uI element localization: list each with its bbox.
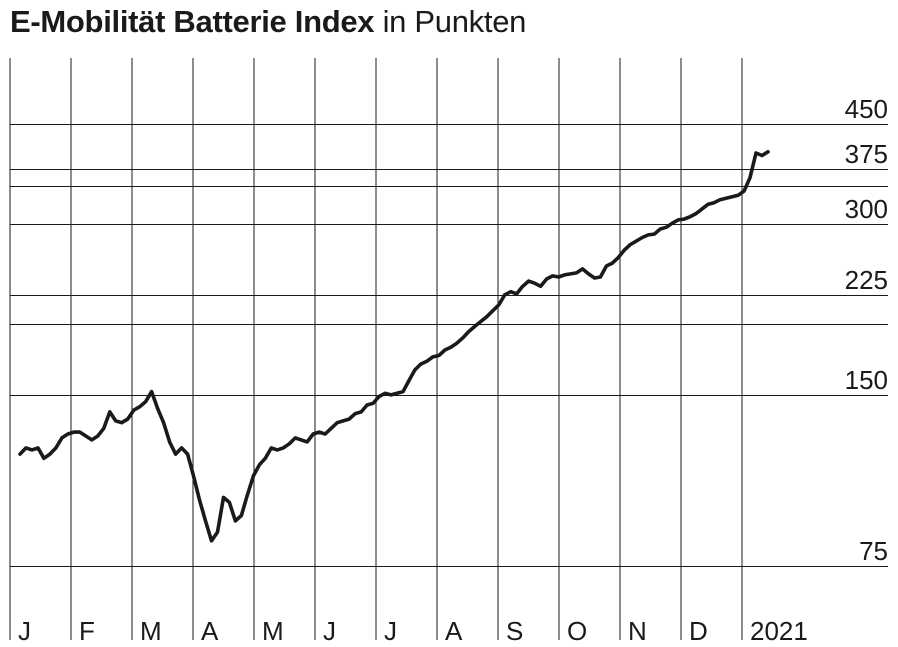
plot-area bbox=[18, 150, 770, 543]
y-tick-label: 300 bbox=[845, 194, 888, 224]
x-tick-label: N bbox=[628, 616, 647, 646]
chart-grid bbox=[9, 58, 888, 640]
x-tick-label: J bbox=[18, 616, 31, 646]
x-tick-label: S bbox=[506, 616, 523, 646]
series-line bbox=[18, 150, 770, 543]
x-axis-ticks: J F M A M J J A S O N D 2021 bbox=[18, 616, 808, 646]
x-tick-label: M bbox=[262, 616, 284, 646]
x-tick-label: M bbox=[140, 616, 162, 646]
x-tick-label: O bbox=[567, 616, 587, 646]
chart-title-main: E-Mobilität Batterie Index bbox=[10, 4, 375, 39]
y-axis-ticks: 75 150 225 300 375 450 bbox=[845, 94, 888, 566]
y-tick-label: 150 bbox=[845, 365, 888, 395]
chart-title: E-Mobilität Batterie Index in Punkten bbox=[10, 2, 526, 42]
x-tick-label: J bbox=[384, 616, 397, 646]
chart-subtitle: in Punkten bbox=[382, 4, 527, 39]
x-tick-label: F bbox=[79, 616, 95, 646]
x-tick-label: 2021 bbox=[750, 616, 808, 646]
x-tick-label: A bbox=[201, 616, 219, 646]
x-tick-label: J bbox=[323, 616, 336, 646]
y-tick-label: 75 bbox=[859, 536, 888, 566]
x-tick-label: A bbox=[445, 616, 463, 646]
x-tick-label: D bbox=[689, 616, 708, 646]
y-tick-label: 375 bbox=[845, 139, 888, 169]
y-tick-label: 225 bbox=[845, 265, 888, 295]
y-tick-label: 450 bbox=[845, 94, 888, 124]
